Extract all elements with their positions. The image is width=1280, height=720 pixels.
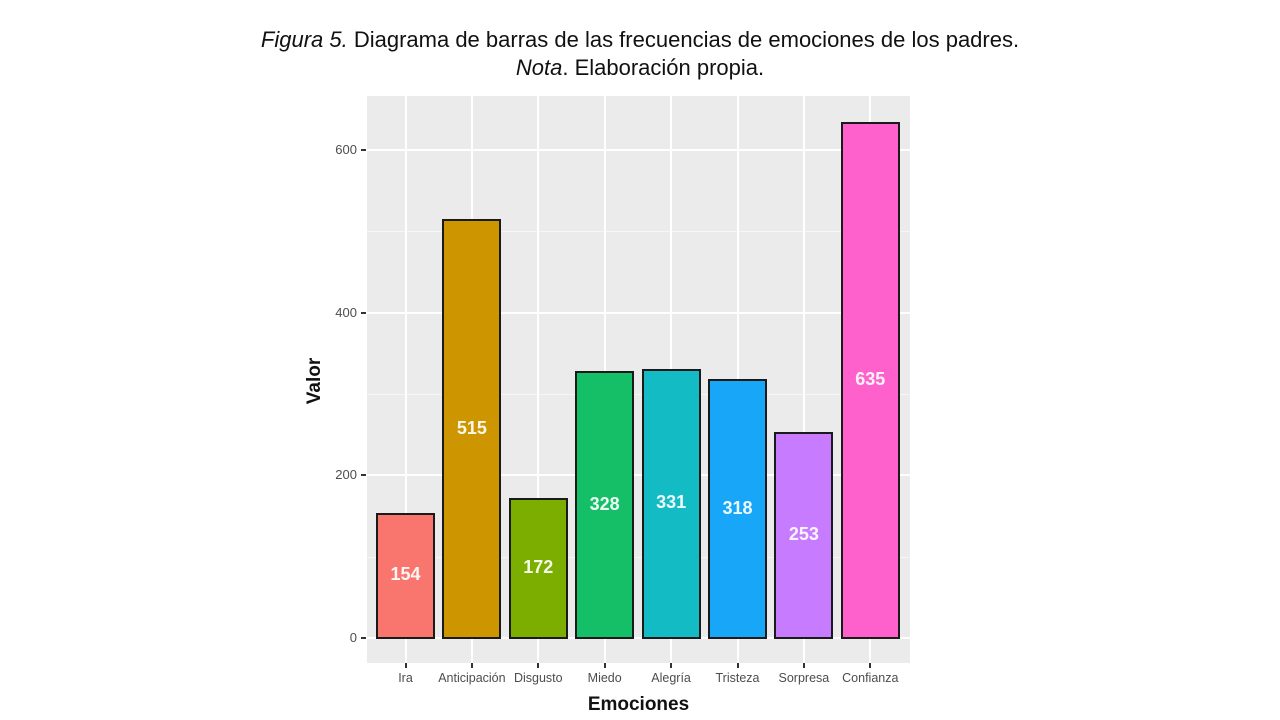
x-tick-mark [603, 663, 606, 668]
bar-value-label: 331 [656, 492, 687, 513]
bar-value-label: 635 [855, 368, 886, 389]
x-tick-label: Alegría [651, 671, 691, 685]
bar-tristeza [708, 379, 767, 639]
x-tick-mark [802, 663, 805, 668]
bar-value-label: 515 [456, 417, 487, 438]
y-tick-mark [361, 637, 366, 639]
bar-miedo [575, 371, 635, 639]
x-tick-label: Disgusto [513, 671, 563, 685]
bar-anticipación [442, 219, 502, 639]
y-tick-label: 400 [335, 304, 357, 320]
y-axis-label: Valor [304, 357, 325, 405]
x-tick-label: Tristeza [715, 671, 760, 685]
bar-value-label: 172 [523, 557, 554, 578]
bar-value-label: 328 [589, 493, 620, 514]
bar-value-label: 253 [788, 524, 819, 545]
minor-gridline [367, 394, 910, 395]
y-tick-mark [361, 474, 366, 477]
minor-gridline [367, 231, 910, 233]
y-tick-mark [361, 149, 366, 151]
x-tick-label: Miedo [587, 671, 622, 685]
y-tick-label: 600 [335, 142, 357, 157]
figure-note: Nota. Elaboración propia. [0, 55, 1280, 81]
x-tick-mark [736, 663, 739, 668]
x-tick-mark [670, 663, 673, 668]
x-tick-label: Anticipación [438, 671, 506, 685]
plot-panel: 154 515 172 328 331 318 253 635 [367, 96, 910, 663]
bar-confianza [840, 121, 900, 639]
x-tick-mark [537, 663, 540, 668]
major-gridline [367, 474, 910, 477]
x-tick-label: Ira [398, 671, 413, 685]
x-tick-mark [869, 663, 872, 668]
vertical-gridline [802, 96, 805, 663]
y-tick-mark [361, 311, 366, 314]
y-tick-label: 200 [335, 467, 357, 483]
y-tick-label: 0 [349, 630, 357, 645]
bar-alegría [641, 368, 701, 639]
bar-disgusto [508, 498, 568, 639]
x-tick-mark [470, 663, 473, 668]
x-axis-label: Emociones [587, 694, 690, 715]
bar-sorpresa [774, 432, 834, 639]
bar-value-label: 154 [390, 564, 421, 585]
note-text: . Elaboración propia. [562, 55, 765, 80]
x-tick-label: Sorpresa [778, 671, 830, 685]
major-gridline [367, 637, 910, 639]
figure-text: Diagrama de barras de las frecuencias de… [347, 27, 1020, 52]
bar-value-label: 318 [722, 497, 753, 518]
vertical-gridline [404, 96, 407, 663]
major-gridline [367, 311, 910, 314]
x-tick-mark [404, 663, 407, 668]
note-label: Nota [515, 55, 563, 80]
vertical-gridline [537, 96, 540, 663]
figure-caption: Figura 5. Diagrama de barras de las frec… [0, 27, 1280, 53]
x-tick-label: Confianza [842, 671, 899, 685]
minor-gridline [367, 556, 910, 558]
bar-ira [376, 512, 435, 639]
figure-label: Figura 5. [260, 27, 348, 52]
major-gridline [367, 149, 910, 151]
